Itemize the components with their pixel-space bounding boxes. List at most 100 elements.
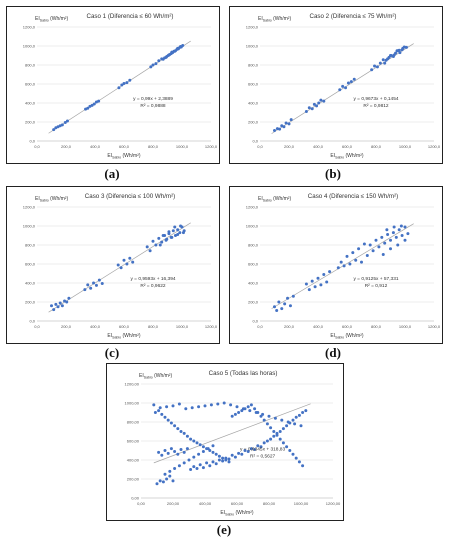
data-point [56,305,60,309]
data-point [187,458,191,462]
data-point [312,102,316,106]
chart-title: Caso 4 (Diferencia ≤ 150 Wh/m²) [308,193,398,200]
x-tick-label: 1200,0 [205,144,218,149]
data-point [157,236,161,240]
data-point [381,58,385,62]
data-point [229,403,233,407]
x-axis-label: EISabio (Wh/m²) [107,153,140,160]
data-point [171,479,175,483]
trendline [271,43,414,134]
scatter-chart-d: Caso 4 (Diferencia ≤ 150 Wh/m²) 0,0 200,0 4… [246,193,441,340]
y-tick-label: 400,0 [248,281,259,286]
data-point [160,412,164,416]
data-point [273,305,276,309]
data-point [249,447,253,451]
data-point [241,407,245,411]
data-point [278,430,282,433]
data-point [254,411,258,414]
x-tick-label: 400,0 [313,144,324,149]
y-tick-label: 1200,0 [246,205,259,210]
y-tick-label: 600,0 [248,82,259,87]
data-point [208,464,212,468]
x-tick-label: 200,0 [61,144,72,149]
y-tick-label: 200,0 [25,120,36,125]
data-point [345,254,349,258]
x-tick-label: 200,0 [61,324,72,329]
data-point [339,260,343,264]
data-point [198,443,202,447]
x-tick-label: 600,0 [119,324,130,329]
data-point [307,288,311,292]
chart-panel-c: Caso 3 (Diferencia ≤ 100 Wh/m²) 0,0 200,0 4… [6,186,220,344]
data-point [65,300,69,304]
x-axis-label: EISabio (Wh/m²) [330,333,363,340]
data-point [128,78,132,82]
data-point [198,463,202,467]
trendline-equation: y = 0,9125x + 57,331 [353,276,398,282]
data-point [285,424,289,428]
data-point [160,453,164,457]
data-point [253,407,257,411]
data-point [378,61,382,65]
data-point [211,460,215,464]
trendline-equation: y = 0,9673x + 0,1454 [353,96,398,102]
data-point [89,286,93,290]
data-point [240,452,244,456]
data-point [169,447,173,451]
y-tick-label: 800,00 [127,420,140,425]
data-point [184,407,188,411]
data-point [391,231,395,235]
data-point [131,260,135,264]
data-point [151,239,155,243]
x-tick-label: 1000,00 [294,501,309,506]
data-point [179,448,183,452]
x-tick-label: 600,0 [342,324,353,329]
data-point [161,234,165,237]
y-tick-label: 1000,0 [23,224,36,229]
data-point [404,45,408,49]
data-point [248,409,252,413]
data-point [54,302,58,306]
data-point [233,455,237,459]
data-point [52,308,56,312]
data-point [281,441,285,445]
x-tick-label: 800,00 [263,501,276,506]
data-point [342,264,346,268]
data-point [386,233,390,237]
data-point [352,77,356,81]
data-point [253,448,257,452]
data-point [161,57,165,61]
data-point [192,439,196,443]
data-point [120,83,124,87]
data-point [291,294,295,298]
data-point [168,469,172,473]
data-point [354,258,358,262]
chart-panel-a: Caso 1 (Diferencia ≤ 60 Wh/m²) 0,0 200,0 40… [6,6,220,164]
data-point [262,441,266,445]
data-point [400,234,404,237]
data-point [259,445,263,449]
data-point [165,477,169,481]
data-point [319,98,323,102]
data-point [214,462,218,466]
r-squared-label: R² = 0,9888 [140,103,166,109]
data-point [399,224,403,228]
data-point [182,450,186,454]
data-point [341,84,345,88]
y-tick-label: 400,00 [127,458,140,463]
data-point [328,270,332,274]
data-point [157,409,161,413]
y-tick-label: 800,0 [248,243,259,248]
data-point [201,466,205,470]
data-point [189,468,193,471]
y-tick-label: 1000,00 [125,401,140,406]
data-point [301,411,305,414]
y-tick-label: 1000,0 [246,224,259,229]
data-point [284,121,288,125]
y-tick-label: 800,0 [25,243,36,248]
r-squared-label: R² = 0,9622 [140,283,166,289]
data-point [280,418,284,422]
data-point [397,228,401,232]
data-point [92,281,96,285]
data-point [60,123,64,127]
